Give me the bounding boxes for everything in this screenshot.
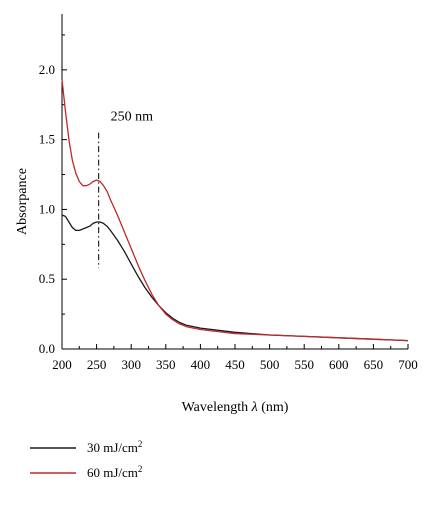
legend-label-30mj: 30 mJ/cm2: [87, 439, 142, 455]
x-tick-label: 250: [87, 357, 107, 372]
legend-label-main: 30 mJ/cm: [87, 440, 138, 455]
y-tick-label: 2.0: [39, 62, 55, 77]
y-tick-label: 0.5: [39, 271, 55, 286]
x-axis-title: Wavelength λ (nm): [182, 400, 289, 415]
x-tick-label: 550: [294, 357, 314, 372]
x-axis-title-main: Wavelength: [182, 400, 252, 415]
x-tick-label: 400: [191, 357, 211, 372]
y-tick-label: 0.0: [39, 341, 55, 356]
x-tick-label: 650: [364, 357, 384, 372]
axes: [61, 14, 408, 350]
legend-label-main: 60 mJ/cm: [87, 465, 138, 480]
y-axis-title: Absorpance: [15, 168, 30, 235]
x-axis-title-symbol: λ: [251, 400, 258, 415]
x-axis-title-unit: (nm): [258, 400, 289, 415]
x-tick-label: 600: [329, 357, 349, 372]
x-tick-label: 350: [156, 357, 176, 372]
annotation-label: 250 nm: [111, 110, 153, 125]
ticks: 200 250 300 350 400 450 500 550 600 650 700 0.0 0.5 1…: [39, 34, 418, 372]
x-tick-label: 450: [225, 357, 245, 372]
y-tick-label: 1.0: [39, 201, 55, 216]
y-tick-label: 1.5: [39, 132, 55, 147]
x-tick-label: 200: [52, 357, 72, 372]
series-line-30mj: [61, 214, 409, 342]
legend-label-sup: 2: [138, 464, 143, 474]
x-tick-label: 300: [121, 357, 141, 372]
series-layer: [61, 79, 409, 342]
series-line-60mj: [61, 79, 409, 342]
annotation-layer: 250 nm: [98, 110, 153, 269]
legend-label-60mj: 60 mJ/cm2: [87, 464, 142, 480]
legend-label-sup: 2: [138, 439, 143, 449]
x-tick-label: 700: [398, 357, 418, 372]
x-tick-label: 500: [260, 357, 280, 372]
